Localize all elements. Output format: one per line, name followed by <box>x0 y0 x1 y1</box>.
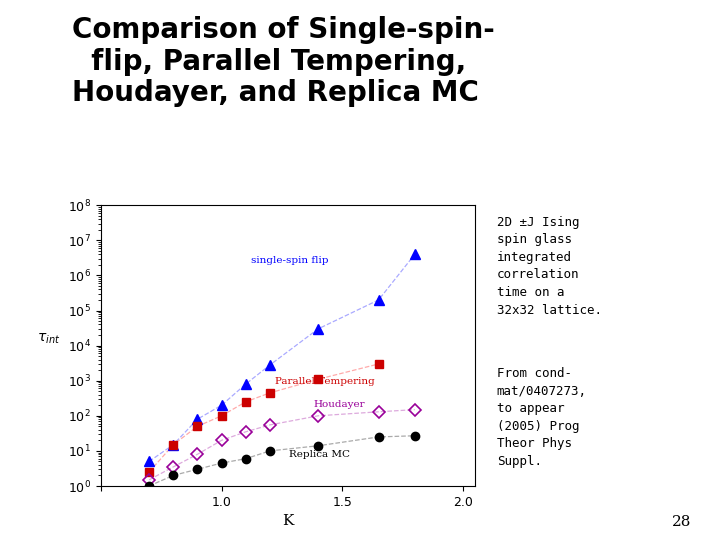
Y-axis label: $\tau_{int}$: $\tau_{int}$ <box>37 331 60 346</box>
Text: Replica MC: Replica MC <box>289 450 350 458</box>
X-axis label: K: K <box>282 514 294 528</box>
Text: 28: 28 <box>672 515 691 529</box>
Text: From cond-
mat/0407273,
to appear
(2005) Prog
Theor Phys
Suppl.: From cond- mat/0407273, to appear (2005)… <box>497 367 587 468</box>
Text: 2D ±J Ising
spin glass
integrated
correlation
time on a
32x32 lattice.: 2D ±J Ising spin glass integrated correl… <box>497 216 602 316</box>
Text: Parallel Tempering: Parallel Tempering <box>275 377 374 386</box>
Text: Houdayer: Houdayer <box>313 400 365 409</box>
Text: single-spin flip: single-spin flip <box>251 256 328 265</box>
Text: Comparison of Single-spin-
  flip, Parallel Tempering,
Houdayer, and Replica MC: Comparison of Single-spin- flip, Paralle… <box>72 16 495 107</box>
